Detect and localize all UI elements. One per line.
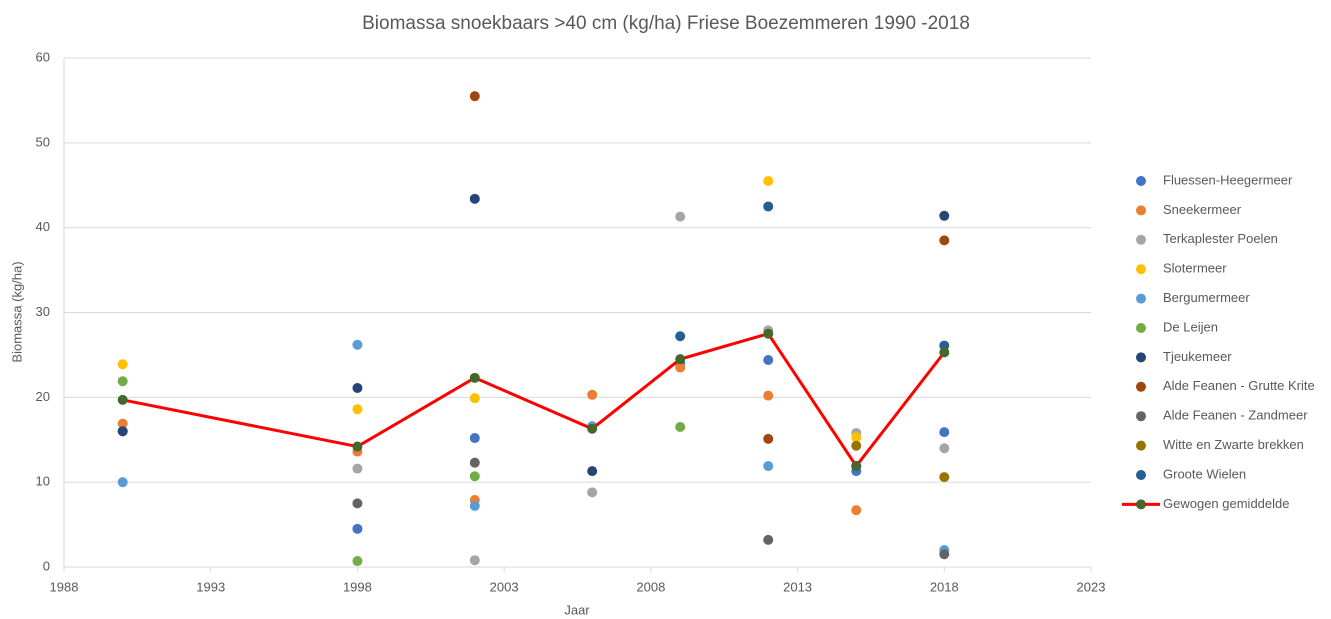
- point: [352, 498, 363, 509]
- x-tick-label: 1998: [343, 579, 372, 594]
- x-tick-label: 2013: [783, 579, 812, 594]
- x-tick-label: 2018: [930, 579, 959, 594]
- legend-label: Alde Feanen - Grutte Krite: [1163, 378, 1315, 393]
- legend-label: Terkaplester Poelen: [1163, 231, 1278, 246]
- legend-marker: [1136, 234, 1146, 245]
- legend-label: Bergumermeer: [1163, 290, 1250, 305]
- point: [469, 393, 480, 404]
- point: [763, 201, 774, 212]
- point: [117, 418, 128, 429]
- x-tick-label: 2003: [490, 579, 519, 594]
- point: [352, 339, 363, 350]
- point: [675, 354, 686, 365]
- legend-marker: [1136, 323, 1146, 333]
- legend-marker: [1136, 293, 1146, 304]
- x-axis-label: Jaar: [564, 602, 590, 617]
- point: [352, 523, 363, 534]
- legend-marker: [1136, 470, 1146, 480]
- point: [587, 423, 598, 434]
- point: [117, 394, 128, 405]
- point: [675, 331, 686, 342]
- legend-marker: [1136, 499, 1146, 510]
- legend-label: Gewogen gemiddelde: [1163, 496, 1289, 511]
- point: [352, 383, 363, 394]
- legend-label: Alde Feanen - Zandmeer: [1163, 408, 1308, 423]
- point: [587, 487, 598, 498]
- point: [763, 176, 774, 187]
- x-tick-label: 2008: [636, 579, 665, 594]
- point: [117, 426, 128, 437]
- point: [352, 404, 363, 415]
- point: [117, 376, 128, 387]
- legend-label: Tjeukemeer: [1163, 349, 1232, 364]
- point: [763, 461, 774, 472]
- point: [763, 328, 774, 339]
- point: [939, 443, 950, 454]
- point: [851, 461, 862, 472]
- x-tick-label: 1988: [50, 579, 79, 594]
- point: [352, 556, 363, 567]
- point: [352, 441, 363, 452]
- legend-marker: [1136, 411, 1146, 422]
- point: [352, 463, 363, 474]
- point: [939, 427, 950, 438]
- point: [939, 235, 950, 246]
- point: [469, 471, 480, 482]
- point: [469, 457, 480, 468]
- legend-label: Slotermeer: [1163, 261, 1227, 276]
- point: [939, 472, 950, 483]
- point: [763, 534, 774, 545]
- y-tick-label: 30: [36, 304, 50, 319]
- legend-label: Groote Wielen: [1163, 466, 1246, 481]
- legend-marker: [1136, 352, 1146, 363]
- point: [851, 432, 862, 443]
- point: [763, 433, 774, 444]
- chart-title: Biomassa snoekbaars >40 cm (kg/ha) Fries…: [362, 13, 970, 34]
- legend-marker: [1136, 440, 1146, 451]
- y-tick-label: 20: [36, 389, 50, 404]
- legend-label: Fluessen-Heegermeer: [1163, 172, 1293, 187]
- average-line: [122, 331, 946, 469]
- point: [763, 390, 774, 401]
- point: [587, 389, 598, 400]
- point: [469, 500, 480, 511]
- point: [851, 505, 862, 516]
- legend-label: Sneekermeer: [1163, 202, 1242, 217]
- legend-marker: [1136, 264, 1146, 275]
- legend-marker: [1136, 205, 1146, 216]
- point: [469, 372, 480, 383]
- point: [939, 210, 950, 221]
- y-tick-label: 10: [36, 474, 50, 489]
- point: [117, 477, 128, 488]
- point: [469, 91, 480, 102]
- x-tick-label: 1993: [196, 579, 225, 594]
- legend-marker: [1136, 381, 1146, 392]
- point: [117, 359, 128, 370]
- y-tick-label: 40: [36, 219, 50, 234]
- point: [469, 555, 480, 566]
- point: [469, 193, 480, 204]
- x-tick-label: 2023: [1077, 579, 1106, 594]
- point: [675, 422, 686, 433]
- y-tick-label: 60: [36, 49, 50, 64]
- point: [851, 440, 862, 451]
- y-axis-label: Biomassa (kg/ha): [9, 261, 24, 362]
- point: [675, 362, 686, 373]
- point: [939, 347, 950, 358]
- legend-label: Witte en Zwarte brekken: [1163, 437, 1304, 452]
- point: [939, 549, 950, 560]
- point: [469, 433, 480, 444]
- y-tick-label: 50: [36, 134, 50, 149]
- legend-marker: [1136, 176, 1146, 186]
- y-tick-label: 0: [43, 558, 50, 573]
- point: [763, 355, 774, 366]
- legend-label: De Leijen: [1163, 319, 1218, 334]
- point: [675, 211, 686, 222]
- point: [587, 466, 598, 477]
